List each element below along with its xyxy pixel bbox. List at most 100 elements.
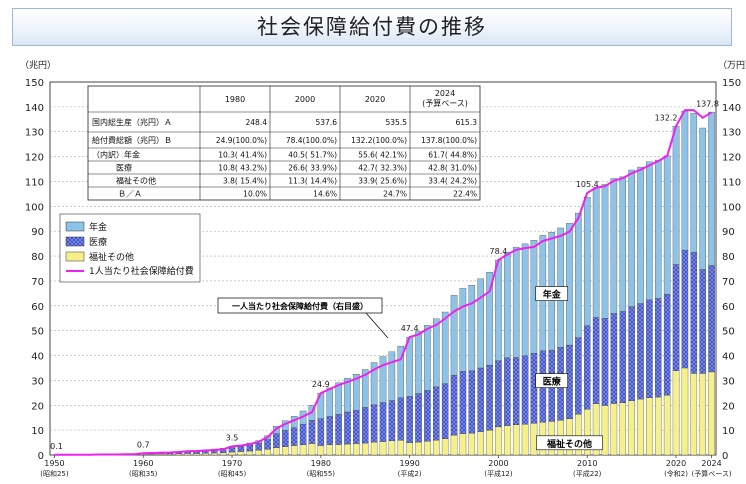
bar-welfare xyxy=(290,445,298,456)
table-cell: 10.3( 41.4%) xyxy=(218,151,267,160)
bar-medical xyxy=(495,360,502,428)
y-left-tick-label: 80 xyxy=(31,252,44,263)
x-tick-sublabel: (平成2) xyxy=(398,469,422,478)
bar-welfare xyxy=(424,441,431,456)
data-table xyxy=(87,85,481,201)
per-capita-value-label: 3.5 xyxy=(226,433,239,442)
table-cell: 42.8( 31.0%) xyxy=(428,164,477,173)
bar-medical xyxy=(255,443,262,451)
label-medical: 医療 xyxy=(543,376,561,388)
bar-medical xyxy=(379,402,387,442)
bar-welfare xyxy=(637,398,644,456)
bar-welfare xyxy=(211,452,218,456)
y-left-tick-label: 60 xyxy=(31,302,44,313)
bar-pension xyxy=(699,127,706,270)
x-tick-label: 2024 xyxy=(701,459,721,468)
y-left-tick-label: 10 xyxy=(31,426,44,437)
per-capita-value-label: 105.4 xyxy=(576,180,599,189)
line-callout: 一人当たり社会保障給付費（右目盛） xyxy=(232,301,368,311)
bar-medical xyxy=(228,447,236,453)
x-tick-label: 1950 xyxy=(44,459,64,468)
table-cell: 22.4% xyxy=(453,190,477,199)
bar-welfare xyxy=(246,450,254,456)
bar-medical xyxy=(361,407,369,444)
x-tick-sublabel: (平成12) xyxy=(484,469,513,478)
bar-welfare xyxy=(699,373,706,456)
bar-welfare xyxy=(433,439,440,456)
y-left-tick-label: 50 xyxy=(31,327,44,338)
bar-pension xyxy=(415,331,422,394)
bar-medical xyxy=(646,299,653,398)
line-callout-box xyxy=(217,297,383,314)
y-right-tick-label: 100 xyxy=(722,202,741,213)
bar-medical xyxy=(406,396,413,443)
y-right-tick-label: 40 xyxy=(722,352,735,363)
bar-welfare xyxy=(175,453,183,456)
bar-medical xyxy=(521,355,529,425)
bar-welfare xyxy=(655,396,662,456)
bar-welfare xyxy=(521,424,529,456)
table-header-cell: (予算ベース) xyxy=(422,98,468,108)
bar-welfare xyxy=(344,443,351,456)
table-cell: 10.8( 43.2%) xyxy=(218,164,267,173)
bar-welfare xyxy=(619,402,627,456)
bar-welfare xyxy=(184,453,191,456)
x-tick-sublabel: (昭和35) xyxy=(129,469,158,478)
bar-pension xyxy=(459,288,467,372)
bar-medical xyxy=(592,317,600,404)
bar-pension xyxy=(628,169,635,307)
bar-medical xyxy=(459,371,467,434)
bar-medical xyxy=(681,249,689,369)
per-capita-value-label: 0.7 xyxy=(137,440,150,449)
title-banner: 社会保障給付費の推移 xyxy=(12,8,732,46)
table-cell: 10.0% xyxy=(243,190,267,199)
bar-welfare xyxy=(335,444,342,456)
y-right-tick-label: 20 xyxy=(722,401,735,412)
y-right-unit: （万円） xyxy=(718,60,746,71)
y-right-tick-label: 60 xyxy=(722,302,735,313)
x-tick-sublabel: (昭和55) xyxy=(307,469,336,478)
bar-medical xyxy=(264,439,271,450)
bar-medical xyxy=(663,293,671,396)
legend-welfare-label: 福祉その他 xyxy=(89,251,134,263)
table-cell: 248.4 xyxy=(246,118,268,127)
bar-pension xyxy=(361,369,369,408)
bar-medical xyxy=(575,337,582,415)
bar-welfare xyxy=(601,405,609,456)
y-right-tick-label: 80 xyxy=(722,252,735,263)
bar-medical xyxy=(530,353,538,424)
bar-welfare xyxy=(646,397,653,456)
bar-pension xyxy=(672,126,680,265)
bar-welfare xyxy=(397,440,405,456)
table-cell: 24.9(100.0%) xyxy=(216,136,267,145)
legend-line-label: 1人当たり社会保障給付費 xyxy=(89,265,194,277)
per-capita-line xyxy=(54,109,713,456)
y-right-tick-label: 150 xyxy=(722,78,741,89)
table-row-header: 国内総生産（兆円）Ａ xyxy=(92,117,172,127)
legend-medical-label: 医療 xyxy=(89,236,107,248)
legend-medical-swatch xyxy=(65,236,85,247)
bar-pension xyxy=(326,387,333,417)
y-right-tick-label: 90 xyxy=(722,227,735,238)
y-left-tick-label: 120 xyxy=(25,153,44,164)
bar-welfare xyxy=(202,453,209,456)
bar-welfare xyxy=(708,371,715,456)
y-left-tick-label: 100 xyxy=(25,202,44,213)
bar-medical xyxy=(619,311,627,403)
y-left-tick-label: 110 xyxy=(25,177,44,188)
bar-pension xyxy=(370,362,378,405)
table-cell: 11.3( 14.4%) xyxy=(288,177,337,186)
bar-welfare xyxy=(353,443,360,456)
table-row-header: （内訳）年金 xyxy=(92,150,140,160)
per-capita-value-label: 132.2 xyxy=(655,113,678,122)
bar-welfare xyxy=(672,370,680,456)
bar-pension xyxy=(637,166,644,304)
y-right-tick-label: 0 xyxy=(722,451,728,462)
bar-welfare xyxy=(237,451,245,456)
bar-welfare xyxy=(219,452,227,456)
x-tick-label: 1960 xyxy=(133,459,153,468)
bar-pension xyxy=(663,155,671,295)
bar-medical xyxy=(433,386,440,441)
bar-welfare xyxy=(486,429,493,456)
